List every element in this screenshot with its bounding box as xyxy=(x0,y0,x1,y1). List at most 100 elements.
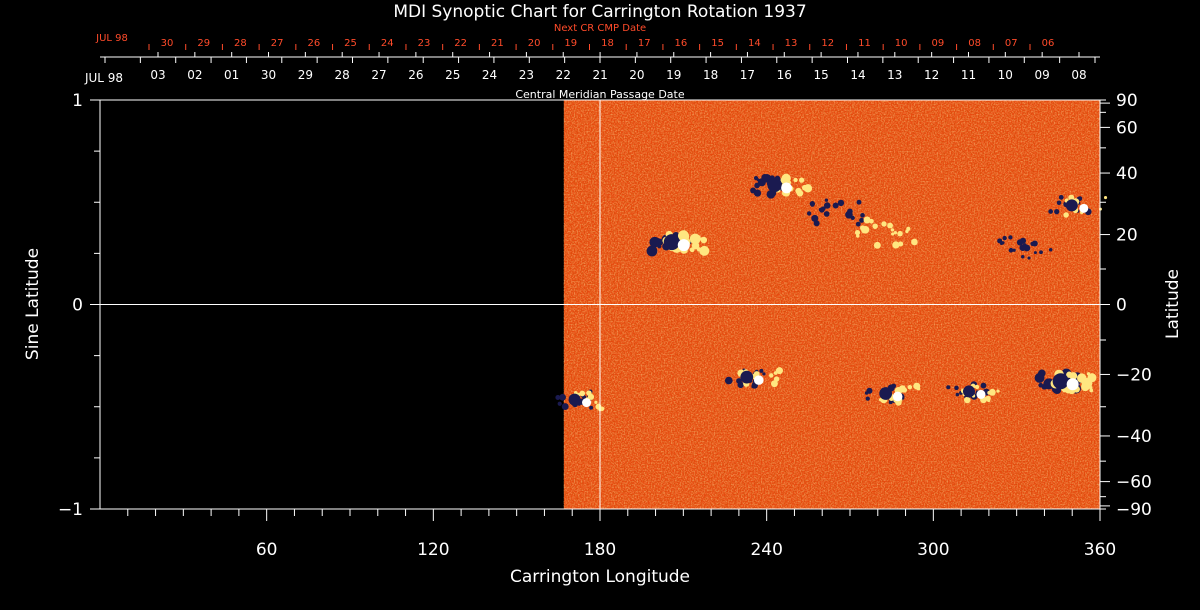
cmp-date-label: 03 xyxy=(150,68,165,82)
cmp-date-label: 01 xyxy=(224,68,239,82)
active-region-patch xyxy=(865,396,870,401)
active-region-patch xyxy=(1027,256,1031,260)
next-cr-date-label: 11 xyxy=(858,38,871,49)
cmp-date-label: 30 xyxy=(261,68,276,82)
active-region-patch xyxy=(579,390,586,397)
active-region-patch xyxy=(766,189,776,199)
active-region-patch xyxy=(1056,200,1062,206)
active-region-patch xyxy=(911,238,918,246)
active-region-patch xyxy=(679,231,690,242)
active-region-patch xyxy=(1089,388,1094,393)
top-date-axis: 03 02 01 30 29 28 27 26 25 24 23 22 21 20 19 18 17 16 15 14… xyxy=(100,38,1100,82)
active-region-patch xyxy=(824,198,829,202)
next-cr-date-label: 06 xyxy=(1042,38,1055,49)
y-left-tick-label: −1 xyxy=(58,500,83,520)
next-cr-month-label: JUL 98 xyxy=(95,33,128,44)
active-region-patch xyxy=(878,398,883,402)
active-region-patch xyxy=(1039,375,1044,380)
active-region-patch xyxy=(1069,372,1078,380)
y-right-tick-label: 0 xyxy=(1116,296,1127,316)
x-tick-label: 240 xyxy=(750,540,782,560)
active-region-patch xyxy=(832,202,839,209)
active-region-patch xyxy=(724,376,733,385)
active-region-patch xyxy=(988,388,996,396)
active-region-patch xyxy=(737,381,744,389)
active-region-patch xyxy=(599,406,605,412)
active-region-core-negative xyxy=(1065,199,1078,212)
active-region-patch xyxy=(1008,235,1013,240)
active-region-patch xyxy=(860,213,865,218)
active-region-8 xyxy=(724,367,783,389)
y-right-tick-label: −20 xyxy=(1116,365,1152,385)
active-region-patch xyxy=(855,234,860,238)
active-region-patch xyxy=(974,384,980,390)
active-region-patch xyxy=(1033,251,1037,255)
y-left-tick-label: 0 xyxy=(72,296,83,316)
next-cr-date-label: 10 xyxy=(895,38,908,49)
active-region-patch xyxy=(589,405,594,410)
active-region-patch xyxy=(1019,237,1027,244)
cmp-date-label: 28 xyxy=(335,68,350,82)
x-tick-label: 120 xyxy=(417,540,449,560)
active-region-patch xyxy=(1048,247,1053,252)
cmp-date-label: 27 xyxy=(371,68,386,82)
cmp-date-label: 26 xyxy=(408,68,423,82)
active-region-patch xyxy=(1038,382,1044,388)
active-region-patch xyxy=(650,248,656,254)
active-region-patch xyxy=(594,400,598,404)
y-axis-left-label: Sine Latitude xyxy=(23,248,43,360)
active-region-core-positive xyxy=(781,182,792,194)
active-region-patch xyxy=(845,210,853,219)
next-cr-date-label: 26 xyxy=(307,38,320,49)
cmp-date-label: 18 xyxy=(703,68,718,82)
active-region-patch xyxy=(890,228,895,232)
active-region-patch xyxy=(559,393,566,401)
x-tick-label: 360 xyxy=(1084,540,1116,560)
active-region-patch xyxy=(1058,194,1064,200)
active-region-patch xyxy=(689,247,695,253)
plot-axes: 60 120 180 240 300 360 −1 0 1 90 60 40 20 0 −20 −40 −60 −… xyxy=(58,91,1152,560)
cmp-date-label: 25 xyxy=(445,68,460,82)
next-cr-date-label: 22 xyxy=(454,38,467,49)
x-tick-label: 60 xyxy=(256,540,278,560)
active-region-patch xyxy=(996,389,1000,393)
active-region-patch xyxy=(1062,388,1067,393)
cmp-date-label: 24 xyxy=(482,68,497,82)
next-cr-date-label: 24 xyxy=(381,38,394,49)
active-region-core-positive xyxy=(753,375,764,385)
cmp-date-label: 21 xyxy=(592,68,607,82)
active-region-patch xyxy=(859,217,865,223)
active-region-patch xyxy=(1068,194,1075,201)
active-region-patch xyxy=(946,385,951,390)
next-cr-date-label: 27 xyxy=(271,38,284,49)
x-axis-label: Carrington Longitude xyxy=(510,567,690,587)
active-region-core-positive xyxy=(1079,203,1089,213)
active-region-patch xyxy=(906,226,911,231)
active-region-patch xyxy=(776,367,783,375)
active-region-patch xyxy=(689,233,701,245)
active-region-patch xyxy=(762,372,766,376)
next-cr-date-label: 08 xyxy=(968,38,981,49)
active-region-core-negative xyxy=(879,387,893,400)
active-region-patch xyxy=(561,403,569,411)
active-region-patch xyxy=(1039,250,1043,255)
active-region-patch xyxy=(806,211,812,216)
active-region-patch xyxy=(881,221,887,227)
active-region-patch xyxy=(863,216,871,224)
cmp-date-axis-label: Central Meridian Passage Date xyxy=(515,88,684,101)
active-region-patch xyxy=(907,384,913,390)
active-region-patch xyxy=(916,386,921,391)
active-region-10 xyxy=(946,381,1000,404)
next-cr-date-label: 16 xyxy=(675,38,688,49)
active-region-patch xyxy=(985,395,991,402)
y-right-tick-label: −40 xyxy=(1116,427,1152,447)
active-region-patch xyxy=(1001,241,1005,245)
active-region-patch xyxy=(696,247,701,252)
active-region-11 xyxy=(1034,368,1097,395)
active-region-patch xyxy=(653,237,662,246)
y-right-tick-label: 90 xyxy=(1116,91,1138,111)
active-region-patch xyxy=(795,187,802,195)
y-right-tick-label: 20 xyxy=(1116,226,1138,246)
next-cr-date-label: 07 xyxy=(1005,38,1018,49)
